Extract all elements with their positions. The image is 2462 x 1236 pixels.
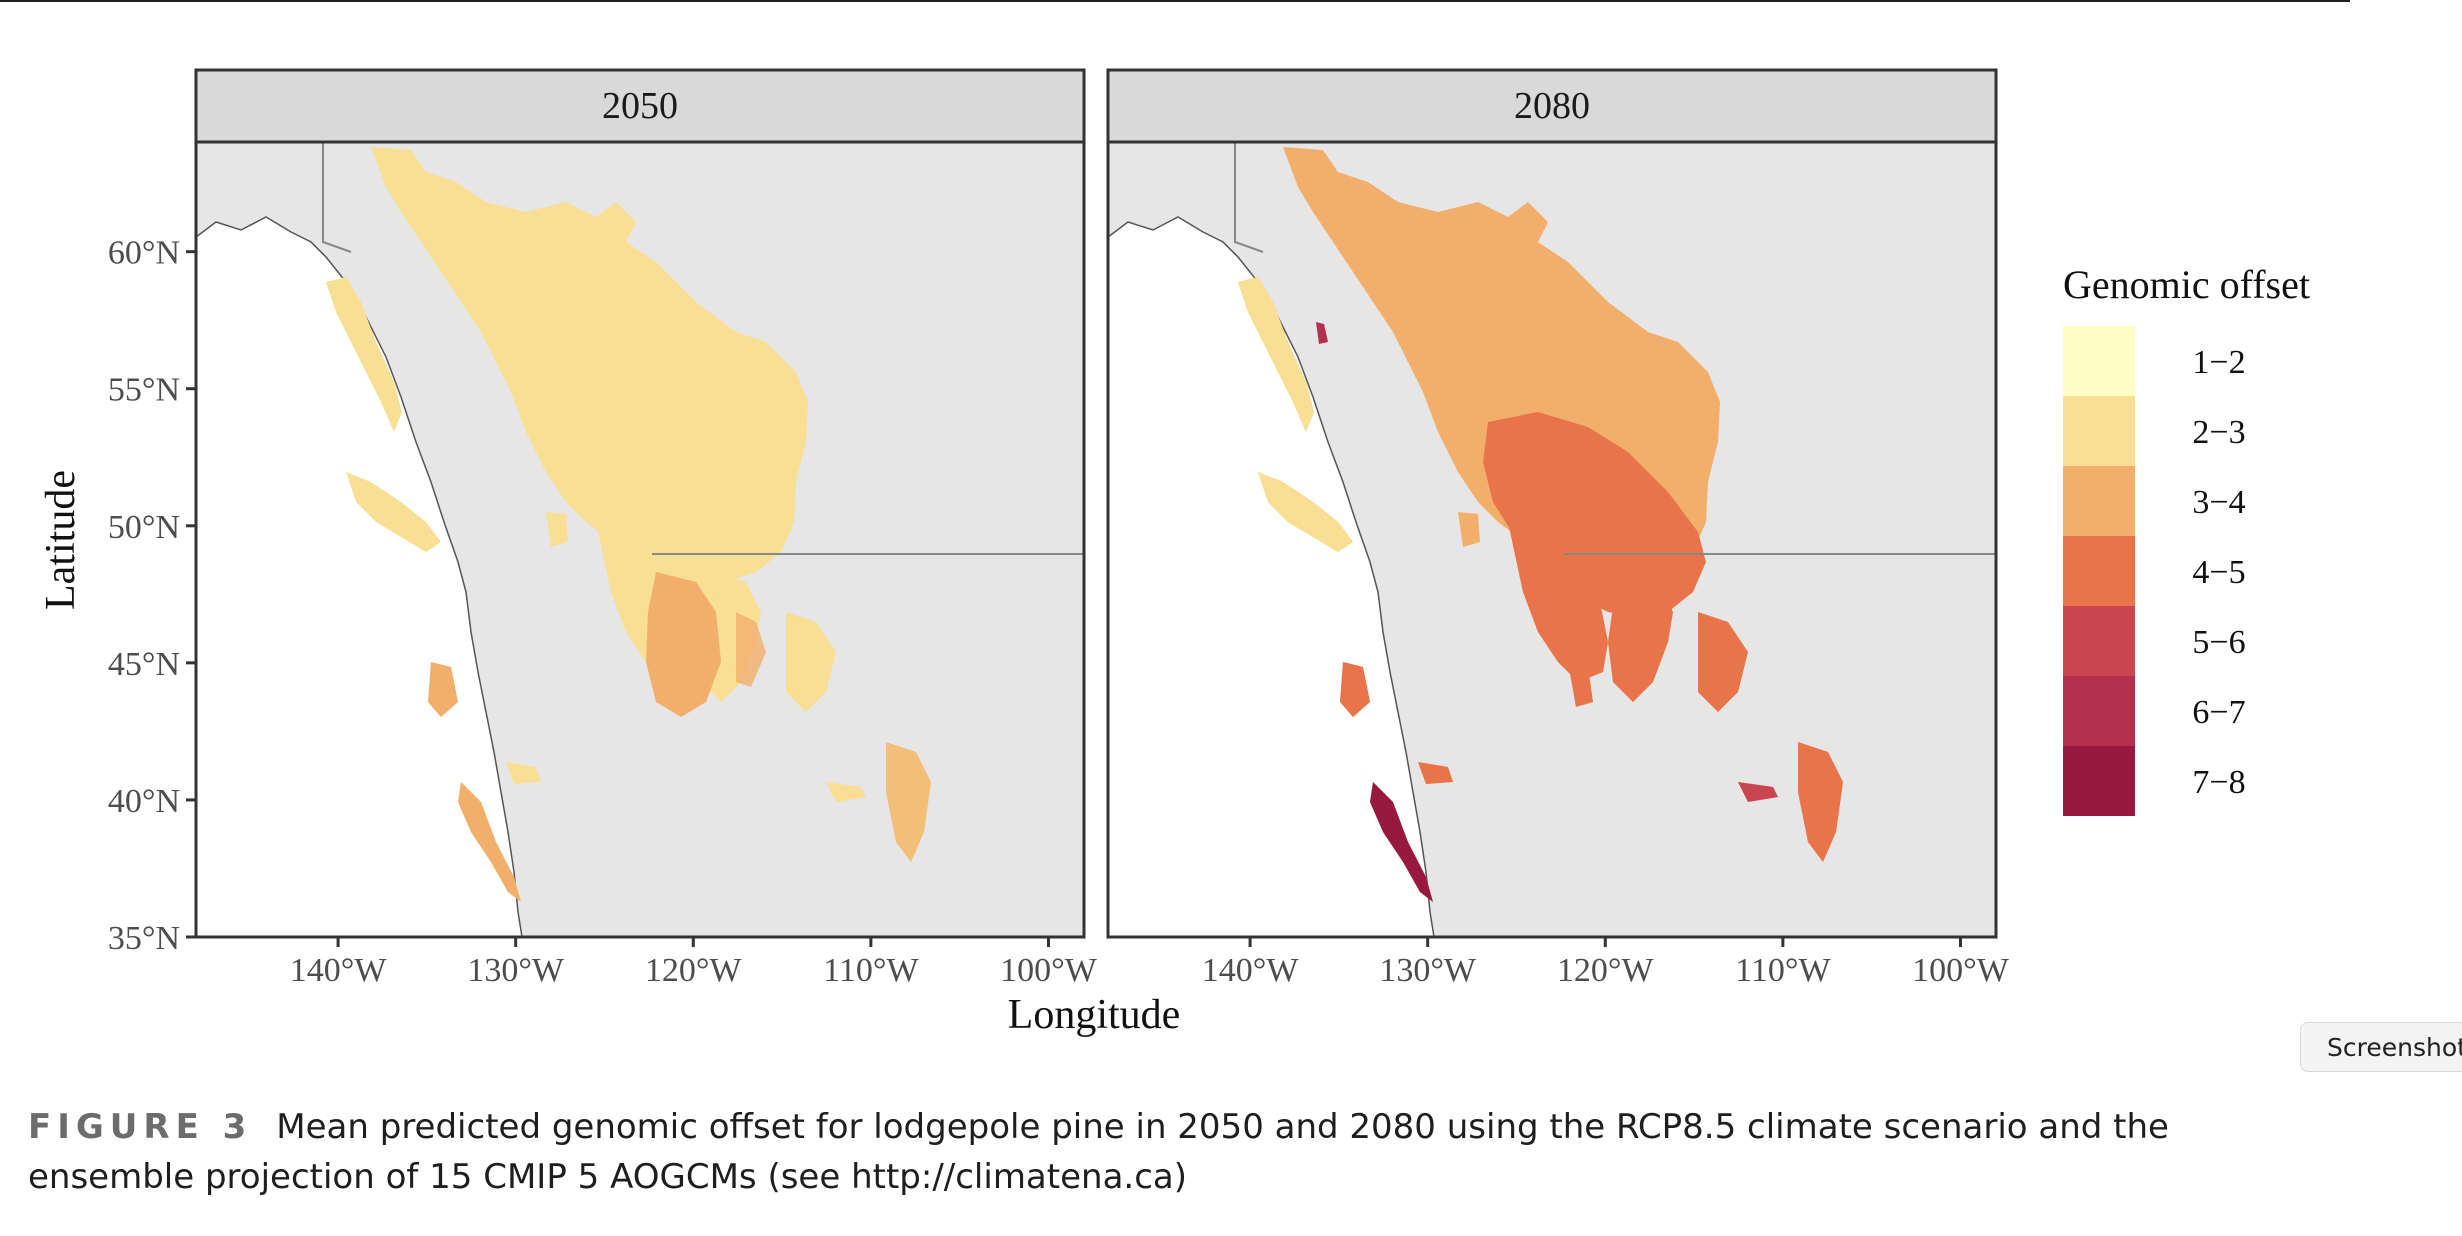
figure-label: FIGURE 3	[28, 1107, 253, 1147]
legend-label: 2−3	[2192, 414, 2245, 451]
top-rule	[0, 0, 2350, 2]
legend-swatch	[2063, 326, 2135, 396]
x-tick-label: 140°W	[1202, 952, 1300, 989]
panel-strip-2080	[1106, 68, 1998, 144]
x-axis-2050: 140°W 130°W 120°W 110°W 100°W	[290, 937, 1098, 989]
panel-border-2050	[194, 140, 1086, 939]
caption-text: Mean predicted genomic offset for lodgep…	[28, 1107, 2169, 1197]
legend-swatch	[2063, 396, 2135, 466]
x-tick-label: 110°W	[1735, 952, 1831, 989]
y-axis-label: Latitude	[38, 470, 84, 610]
x-axis-2080: 140°W 130°W 120°W 110°W 100°W	[1202, 937, 2010, 989]
legend-label: 5−6	[2192, 624, 2245, 661]
legend: Genomic offset 1−2 2−3 3−4 4−5 5−6 6−7 7−8	[2063, 262, 2310, 816]
y-tick-label: 40°N	[108, 783, 180, 820]
y-tick-label: 35°N	[108, 920, 180, 957]
x-tick-label: 100°W	[1912, 952, 2010, 989]
x-tick-label: 100°W	[1000, 952, 1098, 989]
figure-caption: FIGURE 3 Mean predicted genomic offset fo…	[28, 1102, 2328, 1202]
legend-swatch	[2063, 536, 2135, 606]
x-tick-label: 120°W	[1557, 952, 1655, 989]
y-axis: 35°N 40°N 45°N 50°N 55°N 60°N	[108, 235, 196, 957]
y-tick-label: 50°N	[108, 509, 180, 546]
legend-label: 4−5	[2192, 554, 2245, 591]
y-tick-label: 60°N	[108, 235, 180, 272]
legend-swatch	[2063, 606, 2135, 676]
x-tick-label: 130°W	[467, 952, 565, 989]
y-tick-label: 45°N	[108, 646, 180, 683]
offset-range-2050	[326, 147, 931, 902]
x-axis-label: Longitude	[1008, 992, 1181, 1038]
legend-swatch	[2063, 466, 2135, 536]
legend-swatch	[2063, 746, 2135, 816]
x-tick-label: 140°W	[290, 952, 388, 989]
panel-2050: 2050	[194, 68, 1086, 939]
panel-2080: 2080	[1106, 68, 1998, 939]
screenshot-button[interactable]: Screenshot	[2300, 1022, 2462, 1072]
panel-title-2080: 2080	[1514, 85, 1590, 127]
legend-title: Genomic offset	[2063, 262, 2310, 307]
x-tick-label: 110°W	[823, 952, 919, 989]
offset-range-2080	[1238, 147, 1843, 902]
legend-label: 7−8	[2192, 764, 2245, 801]
panel-border-2080	[1106, 140, 1998, 939]
legend-swatch	[2063, 676, 2135, 746]
x-tick-label: 120°W	[645, 952, 743, 989]
legend-label: 3−4	[2192, 484, 2245, 521]
legend-label: 1−2	[2192, 344, 2245, 381]
panel-title-2050: 2050	[602, 85, 678, 127]
x-tick-label: 130°W	[1379, 952, 1477, 989]
legend-label: 6−7	[2192, 694, 2245, 731]
y-tick-label: 55°N	[108, 372, 180, 409]
